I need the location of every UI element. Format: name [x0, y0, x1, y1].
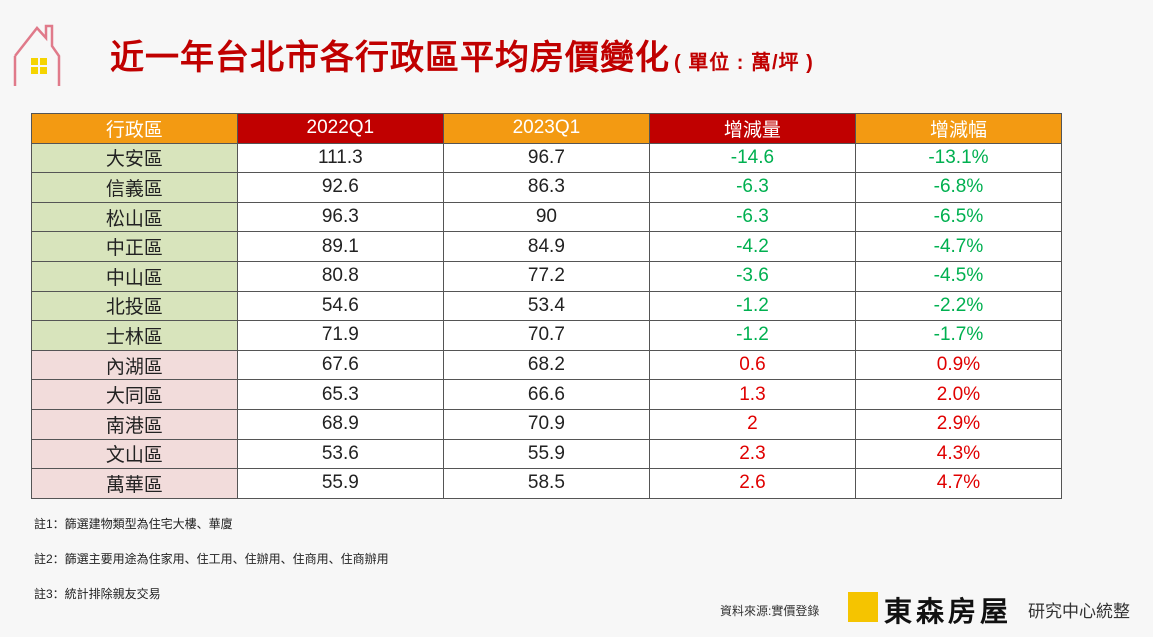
value-cell: 0.6	[648, 349, 856, 381]
table-row: 南港區 68.9 70.9 2 2.9%	[31, 408, 1063, 440]
value-cell: -6.3	[648, 172, 856, 203]
table-row: 信義區 92.6 86.3 -6.3 -6.8%	[31, 172, 1063, 203]
district-cell: 中正區	[31, 231, 238, 262]
value-cell: 2	[648, 408, 856, 440]
title-text: 近一年台北市各行政區平均房價變化	[110, 39, 670, 77]
value-cell: 70.7	[442, 320, 650, 351]
value-cell: 77.2	[442, 260, 650, 292]
value-cell: 68.9	[236, 408, 444, 440]
value-cell: -6.5%	[854, 201, 1063, 233]
value-cell: 55.9	[442, 438, 650, 470]
district-cell: 大同區	[31, 379, 238, 410]
value-cell: 80.8	[236, 260, 444, 292]
column-header: 行政區	[31, 113, 238, 144]
value-cell: 66.6	[442, 379, 650, 410]
note-2: 註2：篩選主要用途為住家用、住工用、住辦用、住商用、住商辦用	[34, 552, 389, 566]
table-row: 松山區 96.3 90 -6.3 -6.5%	[31, 201, 1063, 233]
value-cell: 53.4	[442, 290, 650, 322]
district-cell: 文山區	[31, 438, 238, 470]
value-cell: 70.9	[442, 408, 650, 440]
table-row: 北投區 54.6 53.4 -1.2 -2.2%	[31, 290, 1063, 322]
value-cell: 96.7	[442, 142, 650, 174]
column-header: 2023Q1	[442, 113, 650, 144]
column-header: 增減幅	[854, 113, 1063, 144]
value-cell: 65.3	[236, 379, 444, 410]
value-cell: -1.7%	[854, 320, 1063, 351]
table-row: 中山區 80.8 77.2 -3.6 -4.5%	[31, 260, 1063, 292]
district-cell: 信義區	[31, 172, 238, 203]
value-cell: 68.2	[442, 349, 650, 381]
value-cell: -1.2	[648, 320, 856, 351]
value-cell: -14.6	[648, 142, 856, 174]
value-cell: 1.3	[648, 379, 856, 410]
table-row: 萬華區 55.9 58.5 2.6 4.7%	[31, 468, 1063, 499]
district-cell: 大安區	[31, 142, 238, 174]
value-cell: 67.6	[236, 349, 444, 381]
value-cell: 55.9	[236, 468, 444, 499]
value-cell: 96.3	[236, 201, 444, 233]
brand-name: 東森房屋	[884, 595, 1013, 628]
brand-logo-icon	[848, 592, 878, 622]
value-cell: -6.8%	[854, 172, 1063, 203]
value-cell: 86.3	[442, 172, 650, 203]
value-cell: -2.2%	[854, 290, 1063, 322]
value-cell: 89.1	[236, 231, 444, 262]
value-cell: 92.6	[236, 172, 444, 203]
value-cell: -3.6	[648, 260, 856, 292]
value-cell: -1.2	[648, 290, 856, 322]
note-3: 註3：統計排除親友交易	[34, 587, 161, 601]
value-cell: -13.1%	[854, 142, 1063, 174]
table-row: 大同區 65.3 66.6 1.3 2.0%	[31, 379, 1063, 410]
table-row: 中正區 89.1 84.9 -4.2 -4.7%	[31, 231, 1063, 262]
district-cell: 萬華區	[31, 468, 238, 499]
unit-label: ( 單位 : 萬/坪 )	[674, 52, 814, 74]
value-cell: -6.3	[648, 201, 856, 233]
value-cell: 2.9%	[854, 408, 1063, 440]
value-cell: 58.5	[442, 468, 650, 499]
notes: 註1：篩選建物類型為住宅大樓、華廈 註2：篩選主要用途為住家用、住工用、住辦用、…	[34, 515, 389, 620]
district-cell: 南港區	[31, 408, 238, 440]
district-cell: 士林區	[31, 320, 238, 351]
value-cell: 2.6	[648, 468, 856, 499]
note-1: 註1：篩選建物類型為住宅大樓、華廈	[34, 517, 233, 531]
table-row: 內湖區 67.6 68.2 0.6 0.9%	[31, 349, 1063, 381]
value-cell: 4.7%	[854, 468, 1063, 499]
page-title: 近一年台北市各行政區平均房價變化( 單位 : 萬/坪 )	[110, 30, 814, 79]
value-cell: 2.0%	[854, 379, 1063, 410]
value-cell: 54.6	[236, 290, 444, 322]
value-cell: 71.9	[236, 320, 444, 351]
district-cell: 北投區	[31, 290, 238, 322]
value-cell: -4.5%	[854, 260, 1063, 292]
table-row: 文山區 53.6 55.9 2.3 4.3%	[31, 438, 1063, 470]
district-cell: 內湖區	[31, 349, 238, 381]
house-icon	[13, 24, 61, 86]
value-cell: 4.3%	[854, 438, 1063, 470]
research-center: 研究中心統整	[1028, 602, 1130, 621]
district-cell: 中山區	[31, 260, 238, 292]
value-cell: 111.3	[236, 142, 444, 174]
district-cell: 松山區	[31, 201, 238, 233]
value-cell: 2.3	[648, 438, 856, 470]
column-header: 增減量	[648, 113, 856, 144]
table-row: 士林區 71.9 70.7 -1.2 -1.7%	[31, 320, 1063, 351]
table-row: 大安區 111.3 96.7 -14.6 -13.1%	[31, 142, 1063, 174]
value-cell: 84.9	[442, 231, 650, 262]
price-table: 行政區 2022Q1 2023Q1 增減量 增減幅 大安區 111.3 96.7 -14.6-…	[31, 113, 1063, 499]
value-cell: 90	[442, 201, 650, 233]
value-cell: 0.9%	[854, 349, 1063, 381]
value-cell: -4.2	[648, 231, 856, 262]
value-cell: -4.7%	[854, 231, 1063, 262]
value-cell: 53.6	[236, 438, 444, 470]
column-header: 2022Q1	[236, 113, 444, 144]
data-source: 資料來源:實價登錄	[720, 604, 820, 618]
